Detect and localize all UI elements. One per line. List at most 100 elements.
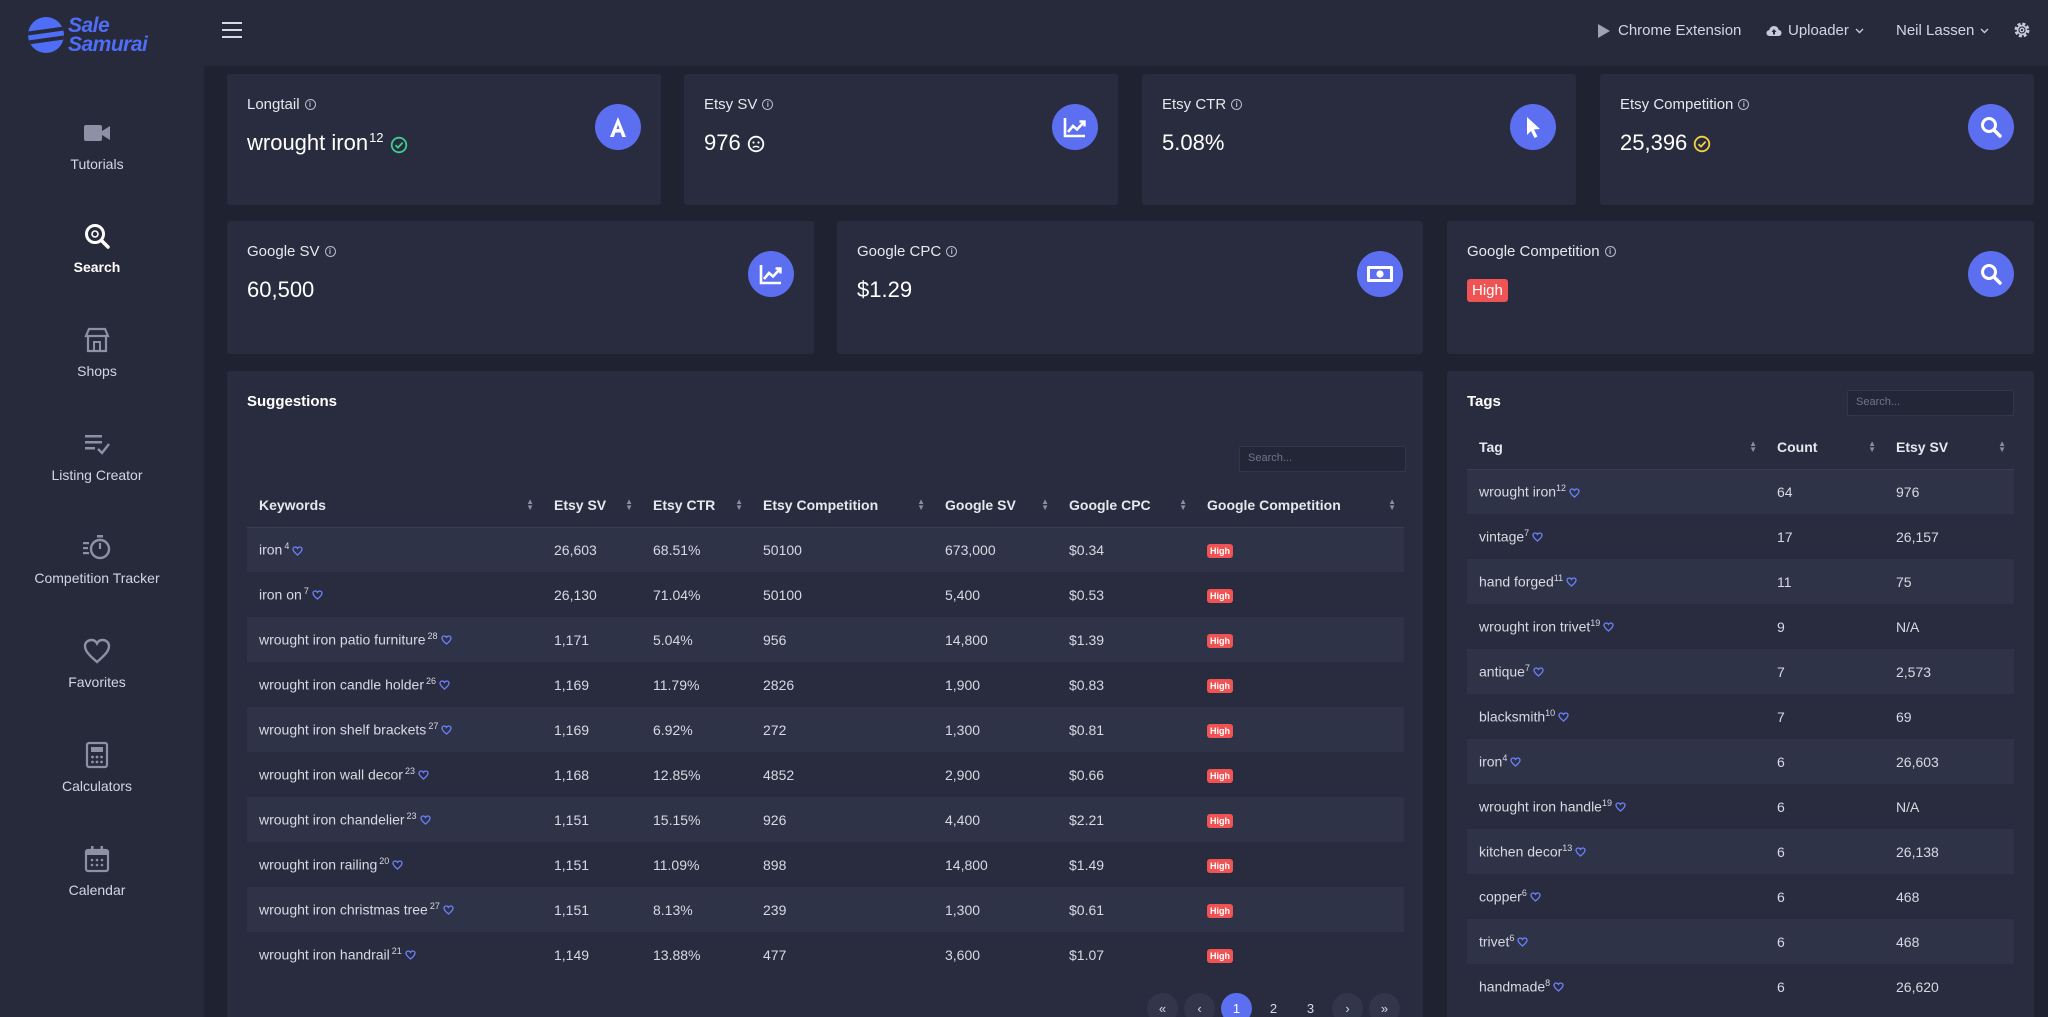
tag-cell[interactable]: iron4: [1467, 739, 1765, 784]
chrome-extension-link[interactable]: Chrome Extension: [1596, 22, 1741, 39]
favorite-heart-icon[interactable]: [1569, 485, 1580, 501]
settings-gear-icon[interactable]: [2012, 20, 2032, 40]
favorite-heart-icon[interactable]: [439, 677, 450, 693]
nav-favorites[interactable]: Favorites: [0, 622, 204, 726]
favorite-heart-icon[interactable]: [405, 947, 416, 963]
tag-cell[interactable]: antique7: [1467, 649, 1765, 694]
suggestion-row[interactable]: wrought iron candle holder 26 1,169 11.79% 2…: [247, 662, 1404, 707]
keyword-cell[interactable]: wrought iron handrail 21: [247, 932, 542, 977]
keyword-cell[interactable]: wrought iron shelf brackets 27: [247, 707, 542, 752]
user-menu-dropdown[interactable]: Neil Lassen: [1896, 22, 1989, 39]
favorite-heart-icon[interactable]: [1575, 844, 1586, 860]
tag-row[interactable]: copper6 6 468: [1467, 874, 2014, 919]
col-count[interactable]: Count ▲ ▼: [1765, 425, 1884, 470]
suggestions-search-input[interactable]: Search...: [1239, 446, 1406, 472]
info-icon[interactable]: i: [946, 246, 958, 257]
info-icon[interactable]: i: [304, 99, 316, 110]
page-button[interactable]: »: [1369, 993, 1400, 1017]
suggestion-row[interactable]: wrought iron christmas tree 27 1,151 8.13% 2…: [247, 887, 1404, 932]
tag-row[interactable]: trivet6 6 468: [1467, 919, 2014, 964]
nav-search[interactable]: Search: [0, 207, 204, 311]
info-icon[interactable]: i: [1738, 99, 1750, 110]
tag-row[interactable]: wrought iron handle19 6 N/A: [1467, 784, 2014, 829]
col-etsy-sv[interactable]: Etsy SV ▲ ▼: [542, 483, 641, 528]
suggestion-row[interactable]: iron on 7 26,130 71.04% 50100 5,400 $0.53 High: [247, 572, 1404, 617]
tag-cell[interactable]: hand forged11: [1467, 559, 1765, 604]
favorite-heart-icon[interactable]: [1558, 709, 1569, 725]
suggestion-row[interactable]: wrought iron handrail 21 1,149 13.88% 477 3,6…: [247, 932, 1404, 977]
tag-row[interactable]: wrought iron trivet19 9 N/A: [1467, 604, 2014, 649]
tag-row[interactable]: blacksmith10 7 69: [1467, 694, 2014, 739]
nav-calendar[interactable]: Calendar: [0, 830, 204, 934]
favorite-heart-icon[interactable]: [443, 902, 454, 918]
col-etsy-ctr[interactable]: Etsy CTR ▲ ▼: [641, 483, 751, 528]
suggestion-row[interactable]: wrought iron shelf brackets 27 1,169 6.92% 2…: [247, 707, 1404, 752]
keyword-cell[interactable]: iron on 7: [247, 572, 542, 617]
tag-row[interactable]: wrought iron12 64 976: [1467, 469, 2014, 514]
info-icon[interactable]: i: [324, 246, 336, 257]
nav-calculators[interactable]: Calculators: [0, 726, 204, 830]
sale-samurai-logo[interactable]: Sale Samurai: [28, 14, 148, 56]
favorite-heart-icon[interactable]: [1532, 529, 1543, 545]
tag-cell[interactable]: wrought iron handle19: [1467, 784, 1765, 829]
tag-row[interactable]: vintage7 17 26,157: [1467, 514, 2014, 559]
tag-row[interactable]: iron4 6 26,603: [1467, 739, 2014, 784]
suggestion-row[interactable]: wrought iron patio furniture 28 1,171 5.04%…: [247, 617, 1404, 662]
suggestion-row[interactable]: wrought iron wall decor 23 1,168 12.85% 4852…: [247, 752, 1404, 797]
favorite-heart-icon[interactable]: [1510, 754, 1522, 770]
col-keywords[interactable]: Keywords ▲ ▼: [247, 483, 542, 528]
tag-cell[interactable]: vintage7: [1467, 514, 1765, 559]
col-tag[interactable]: Tag ▲ ▼: [1467, 425, 1765, 470]
favorite-heart-icon[interactable]: [392, 857, 403, 873]
tag-cell[interactable]: handmade8: [1467, 964, 1765, 1009]
hamburger-menu-icon[interactable]: [222, 22, 242, 40]
keyword-cell[interactable]: wrought iron chandelier 23: [247, 797, 542, 842]
suggestion-row[interactable]: wrought iron railing 20 1,151 11.09% 898 14,8…: [247, 842, 1404, 887]
favorite-heart-icon[interactable]: [1615, 799, 1626, 815]
keyword-cell[interactable]: wrought iron railing 20: [247, 842, 542, 887]
favorite-heart-icon[interactable]: [440, 632, 452, 648]
page-button[interactable]: «: [1147, 993, 1178, 1017]
favorite-heart-icon[interactable]: [419, 812, 431, 828]
page-button[interactable]: ›: [1332, 993, 1363, 1017]
col-google-cpc[interactable]: Google CPC ▲ ▼: [1057, 483, 1195, 528]
favorite-heart-icon[interactable]: [1553, 979, 1564, 995]
favorite-heart-icon[interactable]: [418, 767, 429, 783]
favorite-heart-icon[interactable]: [1517, 934, 1529, 950]
favorite-heart-icon[interactable]: [441, 722, 452, 738]
favorite-heart-icon[interactable]: [1530, 889, 1541, 905]
col-etsy-competition[interactable]: Etsy Competition ▲ ▼: [751, 483, 933, 528]
tag-cell[interactable]: kitchen decor13: [1467, 829, 1765, 874]
page-button[interactable]: 3: [1306, 1001, 1315, 1016]
keyword-cell[interactable]: wrought iron wall decor 23: [247, 752, 542, 797]
tag-cell[interactable]: wrought iron trivet19: [1467, 604, 1765, 649]
tag-cell[interactable]: copper6: [1467, 874, 1765, 919]
col-google-sv[interactable]: Google SV ▲ ▼: [933, 483, 1057, 528]
favorite-heart-icon[interactable]: [1603, 619, 1614, 635]
suggestion-row[interactable]: wrought iron chandelier 23 1,151 15.15% 926 4…: [247, 797, 1404, 842]
uploader-dropdown[interactable]: Uploader: [1766, 22, 1864, 39]
keyword-cell[interactable]: wrought iron patio furniture 28: [247, 617, 542, 662]
keyword-cell[interactable]: wrought iron christmas tree 27: [247, 887, 542, 932]
tag-cell[interactable]: wrought iron12: [1467, 469, 1765, 514]
favorite-heart-icon[interactable]: [312, 587, 323, 603]
page-button[interactable]: 2: [1269, 1001, 1278, 1016]
page-button[interactable]: ‹: [1184, 993, 1215, 1017]
keyword-cell[interactable]: wrought iron candle holder 26: [247, 662, 542, 707]
favorite-heart-icon[interactable]: [1533, 664, 1544, 680]
nav-tutorials[interactable]: Tutorials: [0, 104, 204, 208]
col-google-competition[interactable]: Google Competition ▲ ▼: [1195, 483, 1404, 528]
tag-cell[interactable]: trivet6: [1467, 919, 1765, 964]
favorite-heart-icon[interactable]: [1566, 574, 1577, 590]
nav-competition-tracker[interactable]: Competition Tracker: [0, 518, 204, 622]
keyword-cell[interactable]: iron 4: [247, 527, 542, 572]
suggestion-row[interactable]: iron 4 26,603 68.51% 50100 673,000 $0.34 High: [247, 527, 1404, 572]
info-icon[interactable]: i: [762, 99, 774, 110]
info-icon[interactable]: i: [1604, 246, 1616, 257]
nav-listing-creator[interactable]: Listing Creator: [0, 415, 204, 519]
page-button[interactable]: 1: [1221, 993, 1252, 1017]
tag-row[interactable]: handmade8 6 26,620: [1467, 964, 2014, 1009]
info-icon[interactable]: i: [1231, 99, 1243, 110]
tag-row[interactable]: kitchen decor13 6 26,138: [1467, 829, 2014, 874]
tag-row[interactable]: hand forged11 11 75: [1467, 559, 2014, 604]
